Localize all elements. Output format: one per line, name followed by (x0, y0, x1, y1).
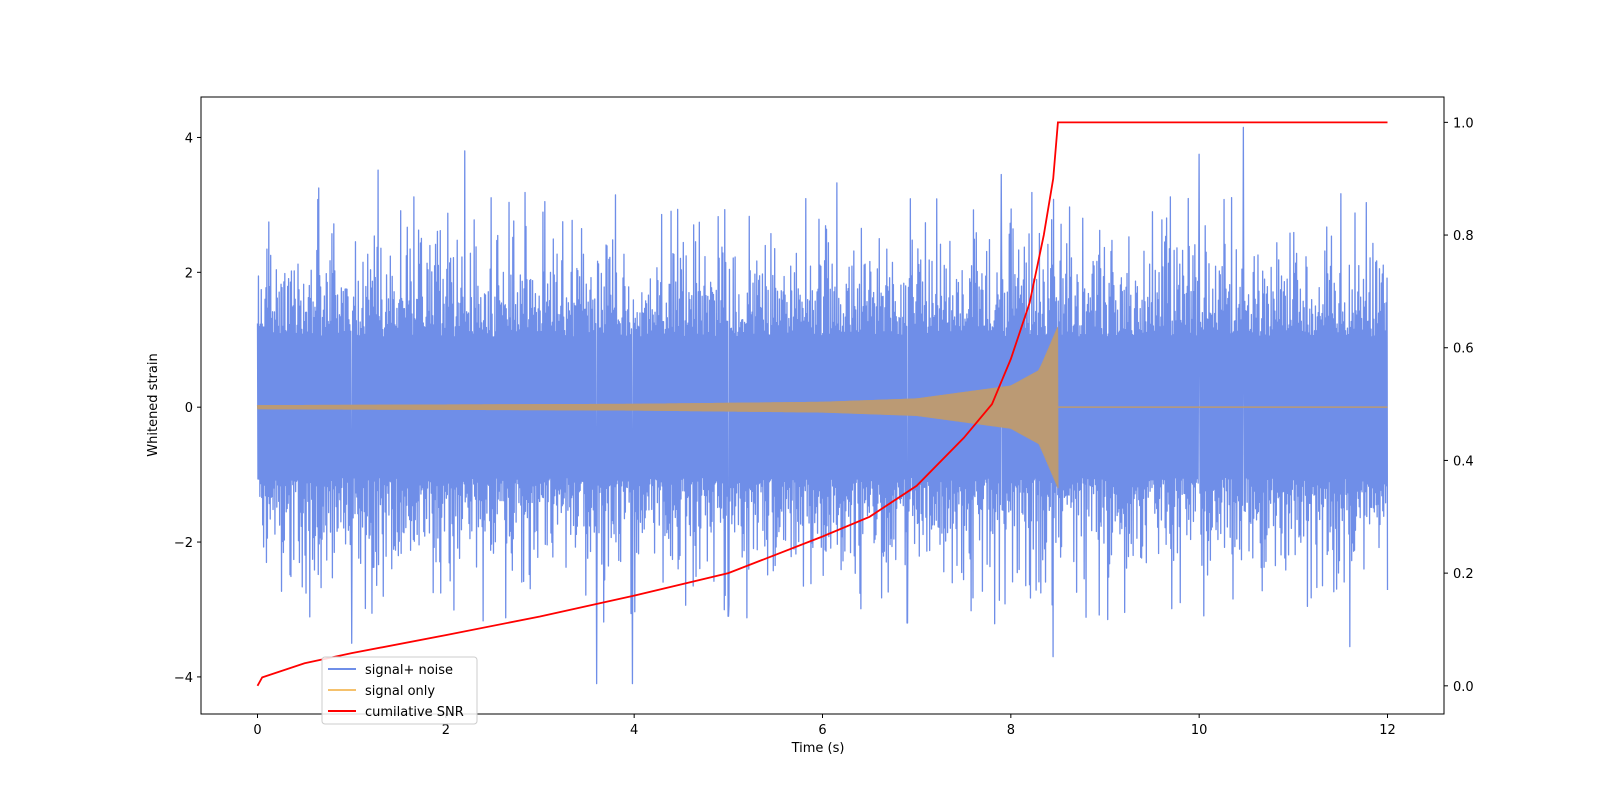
x-tick-label: 8 (1007, 723, 1015, 738)
plot-inner (256, 121, 1389, 687)
x-tick-label: 6 (818, 723, 826, 738)
y-axis-label: Whitened strain (146, 353, 161, 456)
cumulative-snr-line (256, 121, 1388, 687)
legend-label-cumulative-snr: cumilative SNR (365, 705, 464, 720)
x-tick-label: 10 (1191, 723, 1208, 738)
y-right-tick-label: 0.0 (1453, 680, 1474, 695)
y-tick-label: −4 (174, 671, 193, 686)
x-tick-label: 4 (630, 723, 638, 738)
legend-box (321, 656, 478, 725)
y-right-tick-label: 0.8 (1453, 229, 1474, 244)
y-tick-label: 4 (185, 131, 193, 146)
axes: 0 2 4 6 8 10 12 −4 −2 0 2 4 0.0 0.2 0.4 0.6 0.8 1.0 (174, 96, 1474, 738)
plot-area (256, 121, 1389, 687)
legend-label-signal-only: signal only (365, 684, 435, 699)
signal-noise-line (256, 126, 1389, 685)
x-axis-label: Time (s) (791, 741, 845, 756)
y-right-tick-label: 0.6 (1453, 342, 1474, 357)
x-tick-label: 2 (442, 723, 450, 738)
x-tick-label: 0 (253, 723, 261, 738)
legend-label-signal-noise: signal+ noise (365, 663, 453, 678)
signal-only-envelope (257, 326, 1058, 487)
y-tick-label: −2 (174, 536, 193, 551)
y-tick-label: 0 (185, 401, 193, 416)
x-tick-label: 12 (1379, 723, 1396, 738)
y-right-tick-label: 0.4 (1453, 454, 1474, 469)
y-right-tick-label: 1.0 (1453, 116, 1474, 131)
legend: signal+ noise signal only cumilative SNR (321, 656, 478, 725)
y-tick-label: 2 (185, 266, 193, 281)
y-right-tick-label: 0.2 (1453, 567, 1474, 582)
